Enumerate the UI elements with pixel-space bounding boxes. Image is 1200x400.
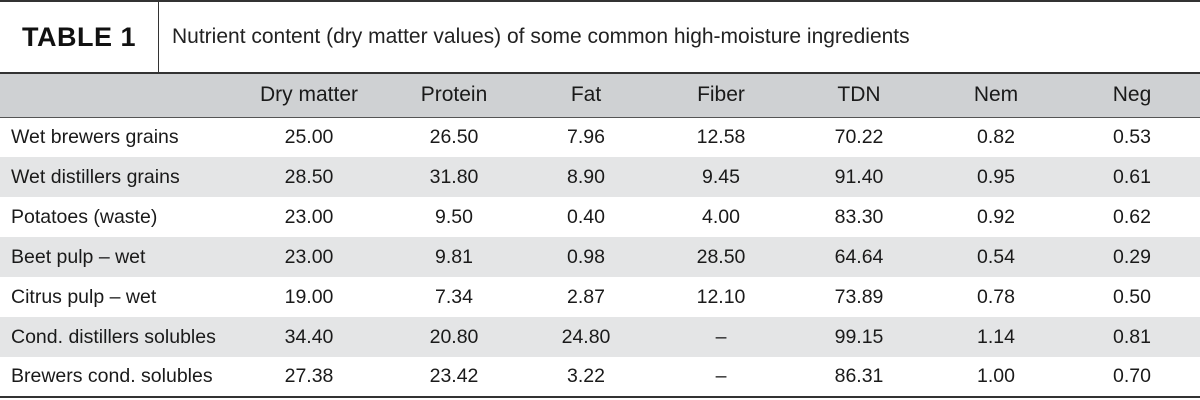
table-row: Citrus pulp – wet 19.00 7.34 2.87 12.10 … bbox=[0, 277, 1200, 317]
neg-cell: 0.70 bbox=[1113, 365, 1151, 387]
column-header-fat: Fat bbox=[570, 83, 602, 107]
tdn-cell: 70.22 bbox=[834, 125, 884, 148]
fiber-cell: – bbox=[715, 325, 727, 348]
fiber-cell: – bbox=[715, 365, 727, 387]
fat-cell: 3.22 bbox=[567, 365, 605, 387]
protein-cell: 9.50 bbox=[435, 205, 473, 228]
tdn-cell: 64.64 bbox=[834, 245, 884, 268]
dry-matter-cell: 28.50 bbox=[284, 165, 334, 188]
table-row: Potatoes (waste) 23.00 9.50 0.40 4.00 83… bbox=[0, 197, 1200, 237]
tdn-cell: 73.89 bbox=[834, 285, 884, 308]
header-row: Dry matter Protein Fat Fiber TDN Nem Neg bbox=[0, 73, 1200, 117]
tdn-cell: 91.40 bbox=[834, 165, 884, 188]
protein-cell: 23.42 bbox=[429, 365, 479, 387]
ingredient-name: Beet pulp – wet bbox=[11, 245, 146, 268]
table-row: Wet distillers grains 28.50 31.80 8.90 9… bbox=[0, 157, 1200, 197]
column-header-protein: Protein bbox=[420, 83, 488, 107]
fat-cell: 2.87 bbox=[567, 285, 605, 308]
table-row: Brewers cond. solubles 27.38 23.42 3.22 … bbox=[0, 357, 1200, 397]
nem-cell: 0.95 bbox=[977, 165, 1015, 188]
table-row: Cond. distillers solubles 34.40 20.80 24… bbox=[0, 317, 1200, 357]
dry-matter-cell: 23.00 bbox=[284, 245, 334, 268]
neg-cell: 0.62 bbox=[1113, 205, 1151, 228]
protein-cell: 20.80 bbox=[429, 325, 479, 348]
protein-cell: 7.34 bbox=[435, 285, 473, 308]
tdn-cell: 86.31 bbox=[834, 365, 884, 387]
neg-cell: 0.61 bbox=[1113, 165, 1151, 188]
neg-cell: 0.81 bbox=[1113, 325, 1151, 348]
fat-cell: 24.80 bbox=[561, 325, 611, 348]
column-header-dry-matter: Dry matter bbox=[259, 83, 358, 107]
fiber-cell: 9.45 bbox=[702, 165, 740, 188]
dry-matter-cell: 19.00 bbox=[284, 285, 334, 308]
title-bar: TABLE 1 Nutrient content (dry matter val… bbox=[0, 0, 1200, 72]
ingredient-name: Cond. distillers solubles bbox=[11, 325, 216, 348]
column-header-neg: Neg bbox=[1112, 83, 1152, 107]
neg-cell: 0.29 bbox=[1113, 245, 1151, 268]
table-caption: Nutrient content (dry matter values) of … bbox=[172, 25, 910, 48]
dry-matter-cell: 25.00 bbox=[284, 125, 334, 148]
dry-matter-cell: 27.38 bbox=[284, 365, 334, 387]
ingredient-name: Brewers cond. solubles bbox=[11, 365, 213, 387]
fat-cell: 0.40 bbox=[567, 205, 605, 228]
table-row: Beet pulp – wet 23.00 9.81 0.98 28.50 64… bbox=[0, 237, 1200, 277]
protein-cell: 26.50 bbox=[429, 125, 479, 148]
neg-cell: 0.50 bbox=[1113, 285, 1151, 308]
tdn-cell: 99.15 bbox=[834, 325, 884, 348]
protein-cell: 9.81 bbox=[435, 245, 473, 268]
protein-cell: 31.80 bbox=[429, 165, 479, 188]
column-header-fiber: Fiber bbox=[697, 83, 745, 107]
neg-cell: 0.53 bbox=[1113, 125, 1151, 148]
nem-cell: 0.92 bbox=[977, 205, 1015, 228]
fiber-cell: 12.10 bbox=[696, 285, 746, 308]
table-number: TABLE 1 bbox=[0, 2, 159, 72]
column-header-tdn: TDN bbox=[837, 83, 881, 107]
column-header-nem: Nem bbox=[973, 83, 1019, 107]
column-header-ingredient bbox=[0, 73, 230, 117]
nem-cell: 0.82 bbox=[977, 125, 1015, 148]
nem-cell: 1.14 bbox=[977, 325, 1015, 348]
table-row: Wet brewers grains 25.00 26.50 7.96 12.5… bbox=[0, 117, 1200, 157]
ingredient-name: Citrus pulp – wet bbox=[11, 285, 157, 308]
fiber-cell: 4.00 bbox=[702, 205, 740, 228]
ingredient-name: Wet brewers grains bbox=[11, 125, 179, 148]
dry-matter-cell: 23.00 bbox=[284, 205, 334, 228]
ingredient-name: Potatoes (waste) bbox=[11, 205, 158, 228]
fiber-cell: 12.58 bbox=[696, 125, 746, 148]
tdn-cell: 83.30 bbox=[834, 205, 884, 228]
fiber-cell: 28.50 bbox=[696, 245, 746, 268]
nem-cell: 0.78 bbox=[977, 285, 1015, 308]
ingredient-name: Wet distillers grains bbox=[11, 165, 180, 188]
fat-cell: 8.90 bbox=[567, 165, 605, 188]
dry-matter-cell: 34.40 bbox=[284, 325, 334, 348]
fat-cell: 0.98 bbox=[567, 245, 605, 268]
fat-cell: 7.96 bbox=[567, 125, 605, 148]
nem-cell: 1.00 bbox=[977, 365, 1015, 387]
nutrient-table: Dry matter Protein Fat Fiber TDN Nem Neg… bbox=[0, 72, 1200, 398]
nem-cell: 0.54 bbox=[977, 245, 1015, 268]
